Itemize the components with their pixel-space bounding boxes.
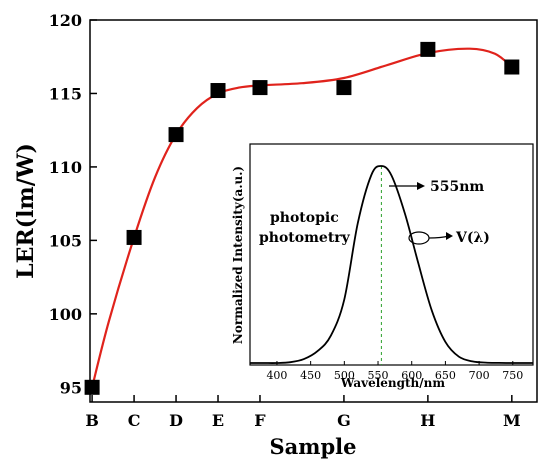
annotation-line-2: photometry [259, 230, 351, 246]
inset-x-tick-label: 650 [435, 369, 456, 382]
curve-label-annotation: V(λ) [408, 230, 490, 246]
y-tick-label: 100 [49, 305, 82, 324]
data-point-M [504, 59, 520, 75]
main-y-axis-label: LER(lm/W) [13, 143, 39, 279]
inset-x-tick-label: 700 [469, 369, 490, 382]
inset-x-tick-label: 600 [401, 369, 422, 382]
x-tick-label: F [254, 411, 266, 430]
inset-x-axis-label: Wavelength/nm [340, 376, 446, 390]
data-point-H [420, 41, 436, 57]
peak-arrowhead-icon [417, 182, 425, 190]
x-tick-label: G [337, 411, 351, 430]
data-point-B [84, 379, 100, 395]
annotation-line-1: photopic [270, 210, 339, 226]
main-plot-frame [89, 19, 538, 403]
curve-label: V(λ) [455, 230, 490, 246]
inset-y-axis-label: Normalized Intensity(a.u.) [231, 166, 245, 344]
x-tick-label: M [503, 411, 521, 430]
data-point-D [168, 127, 184, 143]
inset-x-tick-label: 750 [502, 369, 523, 382]
inset-plot-frame [249, 143, 534, 366]
x-tick-label: B [85, 411, 99, 430]
x-tick-label: E [212, 411, 224, 430]
y-tick-label: 120 [49, 11, 82, 30]
inset-x-tick-label: 450 [300, 369, 321, 382]
curve-label-arrowhead-icon [446, 232, 453, 240]
inset-x-tick-label: 400 [266, 369, 287, 382]
data-points [84, 41, 520, 395]
y-tick-label: 115 [49, 84, 82, 103]
y-tick-label: 95 [60, 378, 82, 397]
x-tick-label: D [169, 411, 183, 430]
data-point-G [336, 80, 352, 96]
y-tick-label: 110 [49, 158, 82, 177]
photopic-curve [249, 165, 533, 364]
data-point-F [252, 80, 268, 96]
peak-annotation: 555nm [389, 179, 484, 195]
main-x-axis-label: Sample [269, 434, 356, 459]
inset-x-tick-label: 550 [368, 369, 389, 382]
peak-label: 555nm [430, 179, 484, 195]
inset-x-axis: 400 450 500 550 600 650 700 750 [266, 361, 523, 382]
x-tick-label: C [128, 411, 141, 430]
data-point-C [126, 229, 142, 245]
x-tick-label: H [420, 411, 435, 430]
y-tick-label: 105 [49, 231, 82, 250]
main-y-axis: 95 100 105 110 115 120 [49, 11, 97, 397]
data-point-E [210, 83, 226, 99]
inset-chart: 400 450 500 550 600 650 700 750 Normalized Inte… [231, 143, 534, 390]
inset-x-tick-label: 500 [334, 369, 355, 382]
fit-curve-line [91, 47, 513, 388]
